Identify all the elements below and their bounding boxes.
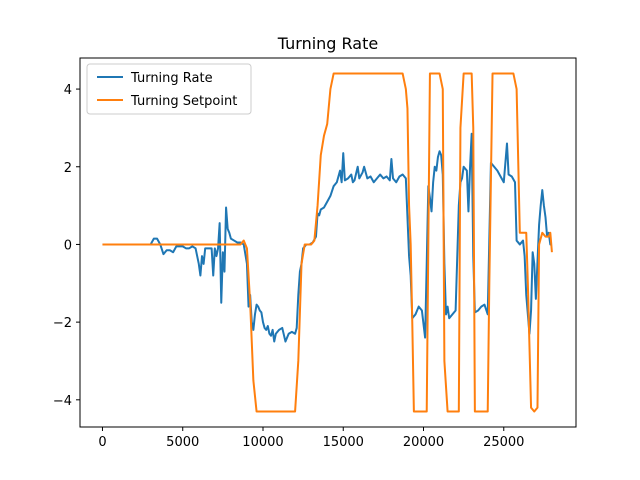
y-tick-label: 0 — [64, 238, 72, 253]
chart-title: Turning Rate — [277, 34, 378, 53]
plot-area — [102, 72, 553, 413]
x-tick-label: 20000 — [403, 435, 444, 450]
x-tick-label: 5000 — [166, 435, 199, 450]
x-tick-label: 10000 — [242, 435, 283, 450]
series-line-2 — [102, 72, 553, 413]
series-line-1 — [102, 132, 552, 343]
axes-frame — [79, 57, 577, 428]
x-tick-label: 25000 — [483, 435, 524, 450]
legend: Turning Rate Turning Setpoint — [86, 63, 252, 115]
axes: 0 5000 10000 15000 20000 25000 −4 −2 0 2 4 — [53, 57, 577, 450]
y-tick-label: 2 — [64, 161, 72, 176]
x-tick-label: 0 — [98, 435, 106, 450]
y-tick-label: −4 — [53, 394, 72, 409]
y-tick-label: 4 — [64, 83, 72, 98]
legend-label-2: Turning Setpoint — [130, 94, 237, 109]
legend-box — [86, 63, 252, 115]
y-tick-label: −2 — [53, 316, 72, 331]
x-tick-label: 15000 — [323, 435, 364, 450]
legend-label-1: Turning Rate — [130, 71, 213, 86]
